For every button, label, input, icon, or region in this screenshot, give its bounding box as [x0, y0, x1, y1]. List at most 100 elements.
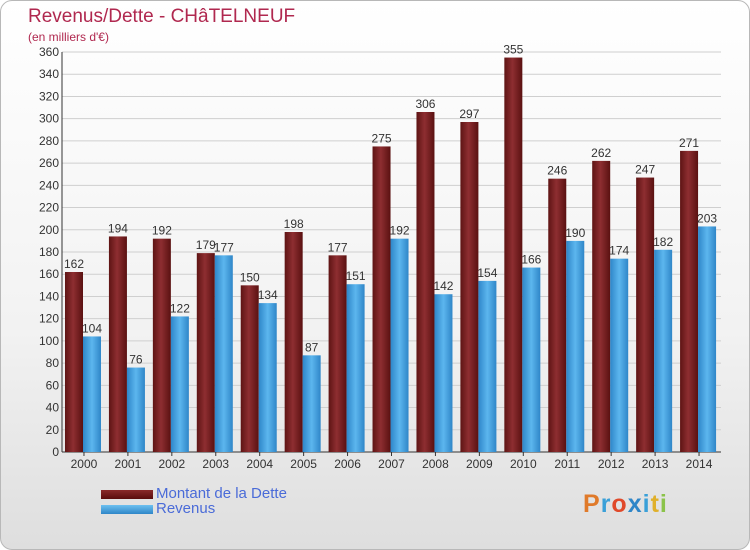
bar-revenus	[698, 226, 717, 452]
bar-revenus	[390, 238, 409, 452]
data-label-dette: 355	[503, 43, 523, 57]
bar-revenus	[214, 255, 233, 452]
data-label-revenus: 166	[521, 253, 541, 267]
y-tick-label: 80	[46, 356, 60, 370]
x-tick-label: 2014	[686, 457, 713, 471]
logo-letter: r	[600, 490, 612, 518]
bar-dette	[636, 177, 655, 453]
bar-dette	[65, 272, 83, 452]
legend-label-revenus: Revenus	[156, 500, 216, 517]
data-label-revenus: 177	[214, 240, 234, 254]
data-label-revenus: 192	[390, 224, 410, 238]
x-tick-label: 2001	[115, 457, 142, 471]
data-label-revenus: 154	[477, 266, 497, 280]
x-tick-label: 2002	[158, 457, 185, 471]
legend-label-dette: Montant de la Dette	[156, 485, 287, 502]
x-tick-label: 2009	[466, 457, 493, 471]
bar-revenus	[258, 303, 277, 452]
data-label-dette: 177	[328, 240, 348, 254]
y-tick-label: 140	[39, 289, 59, 303]
data-label-revenus: 134	[258, 288, 278, 302]
chart-subtitle: (en milliers d'€)	[28, 30, 109, 44]
data-label-dette: 271	[679, 136, 699, 150]
y-tick-label: 260	[39, 156, 59, 170]
bar-revenus	[654, 249, 673, 452]
data-label-revenus: 76	[129, 353, 143, 367]
y-tick-label: 240	[39, 178, 59, 192]
axis-layer: 0 20 40 60 80 100 120 140 160 180 200 220 240 260 280 3…	[39, 45, 721, 471]
y-tick-label: 180	[39, 245, 59, 259]
y-tick-label: 160	[39, 267, 59, 281]
y-tick-label: 220	[39, 201, 59, 215]
x-tick-label: 2003	[202, 457, 229, 471]
bar-revenus	[346, 284, 365, 452]
data-label-dette: 179	[196, 238, 216, 252]
data-label-dette: 275	[372, 131, 392, 145]
bar-dette	[108, 236, 127, 452]
y-tick-label: 40	[46, 401, 60, 415]
bar-dette	[416, 112, 435, 452]
data-label-revenus: 151	[346, 269, 366, 283]
y-tick-label: 120	[39, 312, 59, 326]
bar-dette	[460, 122, 479, 452]
data-label-dette: 247	[635, 163, 655, 177]
data-label-dette: 150	[240, 270, 260, 284]
data-label-revenus: 182	[653, 235, 673, 249]
data-label-revenus: 174	[609, 244, 629, 258]
bars-layer	[65, 57, 717, 453]
bar-dette	[284, 232, 303, 452]
x-tick-label: 2008	[422, 457, 449, 471]
y-tick-label: 280	[39, 134, 59, 148]
x-tick-label: 2000	[71, 457, 98, 471]
data-label-revenus: 203	[697, 211, 717, 225]
chart-title: Revenus/Dette - CHâTELNEUF	[28, 6, 296, 27]
proxiti-logo: Proxiti	[583, 490, 668, 519]
data-label-revenus: 87	[305, 340, 319, 354]
bar-dette	[680, 150, 699, 452]
y-tick-label: 100	[39, 334, 59, 348]
logo-letter: i	[659, 490, 668, 518]
y-tick-label: 300	[39, 112, 59, 126]
bar-dette	[592, 160, 611, 452]
bar-revenus	[170, 316, 189, 452]
logo-letter: P	[583, 490, 601, 518]
data-label-dette: 194	[108, 221, 128, 235]
data-label-revenus: 122	[170, 301, 190, 315]
data-label-revenus: 190	[565, 226, 585, 240]
bar-dette	[240, 285, 259, 452]
data-label-revenus: 104	[82, 321, 102, 335]
bar-revenus	[566, 240, 585, 452]
bar-dette	[328, 255, 347, 452]
bar-revenus	[434, 294, 453, 452]
y-tick-label: 340	[39, 67, 59, 81]
labels-layer: 1621041947619212217917715013419887177151…	[64, 43, 717, 367]
data-label-dette: 192	[152, 224, 172, 238]
logo-letter: i	[642, 490, 651, 518]
y-tick-label: 0	[52, 445, 59, 459]
data-label-dette: 198	[284, 217, 304, 231]
x-tick-label: 2005	[290, 457, 317, 471]
x-tick-label: 2013	[642, 457, 669, 471]
bar-revenus	[302, 355, 321, 452]
bar-revenus	[126, 367, 145, 452]
legend-swatch-dette	[101, 490, 153, 499]
x-tick-label: 2007	[378, 457, 405, 471]
data-label-dette: 246	[547, 164, 567, 178]
y-tick-label: 360	[39, 45, 59, 59]
y-tick-label: 60	[46, 378, 60, 392]
y-tick-label: 20	[46, 423, 60, 437]
logo-letter: x	[627, 490, 643, 518]
x-tick-label: 2011	[554, 457, 580, 471]
data-label-dette: 162	[64, 257, 84, 271]
bar-dette	[196, 253, 215, 452]
logo-letter: t	[650, 490, 660, 518]
data-label-dette: 297	[459, 107, 479, 121]
data-label-dette: 262	[591, 146, 611, 160]
bar-dette	[504, 57, 523, 453]
bar-revenus	[478, 280, 497, 452]
x-tick-label: 2010	[510, 457, 537, 471]
bar-revenus	[522, 267, 541, 452]
legend-swatch-revenus	[101, 505, 153, 514]
